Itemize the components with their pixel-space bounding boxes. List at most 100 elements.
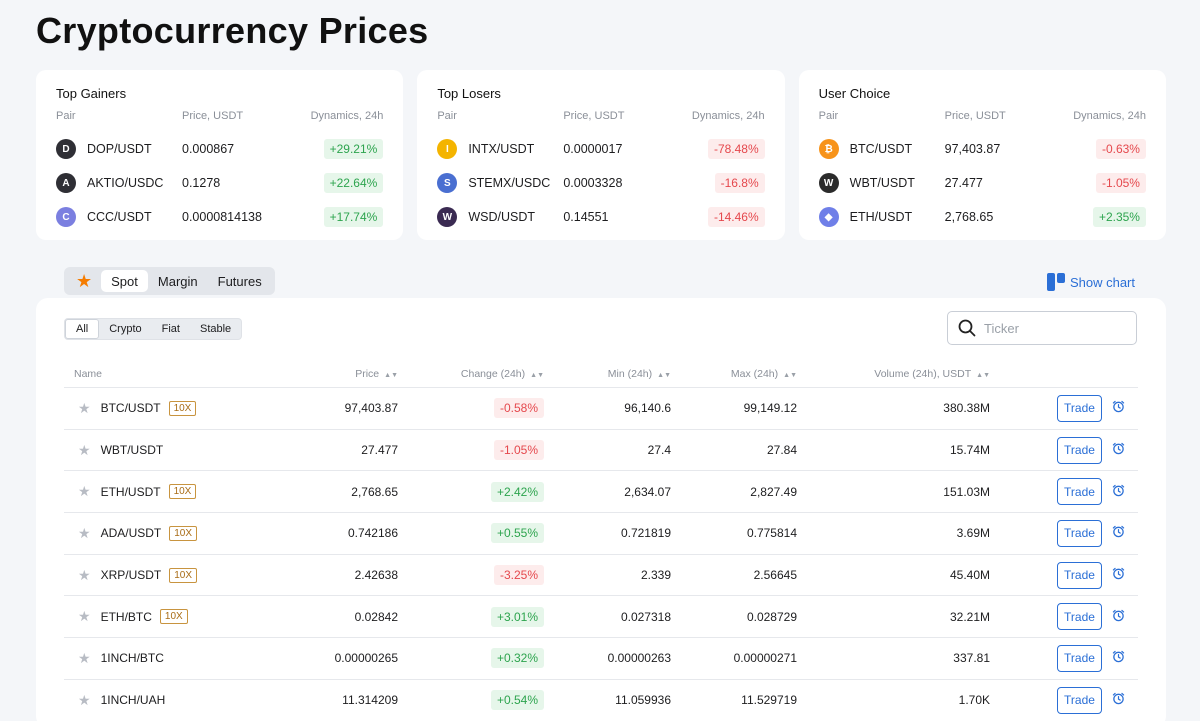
card-header: Pair Price, USDT Dynamics, 24h (437, 110, 764, 122)
pair-name: ETH/USDT (100, 484, 161, 499)
trade-button[interactable]: Trade (1057, 603, 1102, 631)
price-value: 0.14551 (563, 210, 609, 224)
table-row[interactable]: ★ BTC/USDT 10X 97,403.87 -0.58% 96,140.6… (64, 388, 1138, 430)
header-dynamics: Dynamics, 24h (1073, 110, 1146, 122)
trade-button[interactable]: Trade (1057, 644, 1102, 672)
sort-icon: ▲▼ (783, 371, 797, 379)
header-pair: Pair (56, 110, 76, 122)
volume-cell: 3.69M (956, 526, 990, 541)
price-cell: 11.314209 (342, 693, 398, 708)
trade-button[interactable]: Trade (1057, 561, 1102, 589)
favorite-star-icon[interactable]: ★ (78, 441, 91, 458)
alarm-clock-icon[interactable] (1110, 692, 1126, 708)
max-cell: 99,149.12 (743, 401, 797, 416)
filter-fiat[interactable]: Fiat (161, 323, 180, 335)
change-badge: -14.46% (707, 207, 765, 227)
card-row[interactable]: S STEMX/USDC 0.0003328 -16.8% (437, 166, 765, 200)
table-row[interactable]: ★ 1INCH/BTC 0.00000265 +0.32% 0.00000263… (64, 638, 1138, 680)
leverage-badge: 10X (168, 484, 197, 500)
tab-futures[interactable]: Futures (217, 273, 262, 289)
pair-label: INTX/USDT (468, 142, 535, 156)
favorite-star-icon[interactable]: ★ (78, 483, 91, 500)
tab-spot[interactable]: Spot (101, 270, 148, 292)
favorite-star-icon[interactable]: ★ (78, 524, 91, 541)
col-volume[interactable]: Volume (24h), USDT ▲▼ (874, 367, 990, 380)
alarm-clock-icon[interactable] (1110, 609, 1126, 625)
volume-cell: 380.38M (943, 401, 990, 416)
card-header: Pair Price, USDT Dynamics, 24h (56, 110, 383, 122)
max-cell: 0.775814 (746, 526, 797, 541)
tab-margin[interactable]: Margin (157, 273, 198, 289)
price-value: 0.0000814138 (182, 210, 262, 224)
card-title: Top Losers (437, 86, 501, 101)
price-cell: 27.477 (361, 443, 398, 458)
aktio-coin-icon: A (56, 173, 76, 193)
favorite-star-icon[interactable]: ★ (78, 399, 91, 416)
card-title: User Choice (818, 86, 891, 101)
volume-cell: 45.40M (949, 568, 990, 583)
favorite-star-icon[interactable]: ★ (78, 566, 91, 583)
pair-name: 1INCH/BTC (100, 651, 164, 666)
trade-button[interactable]: Trade (1057, 519, 1102, 547)
sort-icon: ▲▼ (657, 371, 671, 379)
table-row[interactable]: ★ XRP/USDT 10X 2.42638 -3.25% 2.339 2.56… (64, 555, 1138, 597)
header-price: Price, USDT (182, 110, 244, 122)
trade-button[interactable]: Trade (1057, 394, 1102, 422)
pair-name: XRP/USDT (100, 568, 162, 583)
favorites-star-icon[interactable]: ★ (76, 270, 93, 291)
min-cell: 11.059936 (615, 693, 671, 708)
card-row[interactable]: W WBT/USDT 27.477 -1.05% (818, 166, 1146, 200)
btc-coin-icon: ₿ (818, 139, 839, 159)
card-row[interactable]: I INTX/USDT 0.0000017 -78.48% (437, 132, 765, 166)
col-min[interactable]: Min (24h) ▲▼ (607, 367, 671, 380)
summary-cards: Top Gainers Pair Price, USDT Dynamics, 2… (36, 70, 1166, 240)
stemx-coin-icon: S (437, 173, 458, 193)
change-badge: +22.64% (323, 173, 384, 193)
col-change[interactable]: Change (24h) ▲▼ (460, 367, 544, 380)
card-row[interactable]: W WSD/USDT 0.14551 -14.46% (437, 200, 765, 234)
search-input[interactable] (984, 320, 1124, 336)
alarm-clock-icon[interactable] (1110, 567, 1126, 583)
change-badge: +2.35% (1092, 207, 1146, 227)
card-row[interactable]: ₿ BTC/USDT 97,403.87 -0.63% (818, 132, 1146, 166)
trade-button[interactable]: Trade (1057, 436, 1102, 464)
filter-all[interactable]: All (65, 319, 100, 339)
col-price[interactable]: Price ▲▼ (355, 367, 398, 380)
col-max[interactable]: Max (24h) ▲▼ (730, 367, 797, 380)
alarm-clock-icon[interactable] (1110, 442, 1126, 458)
table-row[interactable]: ★ ETH/BTC 10X 0.02842 +3.01% 0.027318 0.… (64, 596, 1138, 639)
sort-icon: ▲▼ (384, 371, 398, 379)
volume-cell: 337.81 (953, 651, 990, 666)
card-row[interactable]: C CCC/USDT 0.0000814138 +17.74% (56, 200, 384, 234)
change-badge: -3.25% (493, 565, 544, 586)
trade-button[interactable]: Trade (1057, 478, 1102, 506)
summary-card: Top Gainers Pair Price, USDT Dynamics, 2… (36, 70, 404, 240)
show-chart-button[interactable]: Show chart (1046, 273, 1135, 291)
price-cell: 97,403.87 (344, 401, 398, 416)
card-row[interactable]: ◆ ETH/USDT 2,768.65 +2.35% (818, 200, 1146, 234)
favorite-star-icon[interactable]: ★ (78, 608, 91, 625)
table-row[interactable]: ★ WBT/USDT 27.477 -1.05% 27.4 27.84 15.7… (64, 430, 1138, 472)
header-pair: Pair (437, 110, 457, 122)
min-cell: 2,634.07 (624, 484, 671, 499)
price-value: 0.000867 (182, 142, 235, 156)
card-row[interactable]: A AKTIO/USDC 0.1278 +22.64% (56, 166, 384, 200)
filter-stable[interactable]: Stable (199, 323, 232, 335)
table-row[interactable]: ★ ADA/USDT 10X 0.742186 +0.55% 0.721819 … (64, 513, 1138, 555)
chart-layout-icon (1046, 273, 1065, 291)
card-row[interactable]: D DOP/USDT 0.000867 +29.21% (56, 132, 384, 166)
pair-name: BTC/USDT (100, 401, 161, 416)
alarm-clock-icon[interactable] (1110, 484, 1126, 500)
alarm-clock-icon[interactable] (1110, 525, 1126, 541)
search-icon (958, 319, 976, 337)
ticker-search[interactable] (947, 311, 1137, 345)
table-row[interactable]: ★ 1INCH/UAH 11.314209 +0.54% 11.059936 1… (64, 680, 1138, 721)
favorite-star-icon[interactable]: ★ (78, 649, 91, 666)
col-name[interactable]: Name (74, 367, 103, 380)
table-row[interactable]: ★ ETH/USDT 10X 2,768.65 +2.42% 2,634.07 … (64, 471, 1138, 514)
trade-button[interactable]: Trade (1057, 686, 1102, 714)
filter-crypto[interactable]: Crypto (109, 323, 142, 335)
alarm-clock-icon[interactable] (1110, 650, 1126, 666)
alarm-clock-icon[interactable] (1110, 400, 1126, 416)
favorite-star-icon[interactable]: ★ (78, 691, 91, 708)
